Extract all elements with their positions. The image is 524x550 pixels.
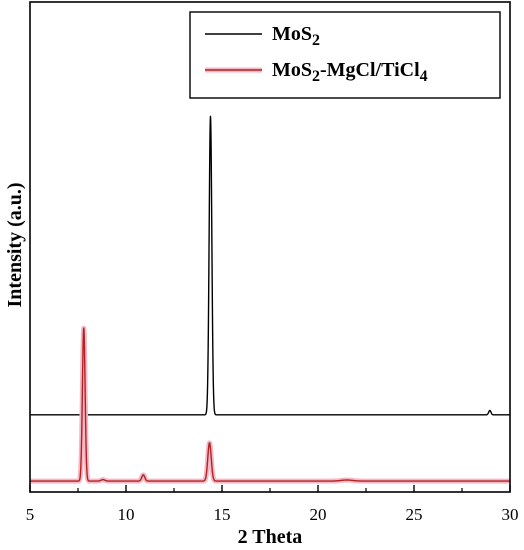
- x-tick-label: 15: [214, 505, 231, 524]
- legend-box: [189, 11, 501, 99]
- series-1-line: [29, 327, 511, 482]
- legend: MoS2 MoS2-MgCl/TiCl4: [189, 11, 501, 99]
- legend-label-0: MoS2: [272, 23, 320, 49]
- ticks-layer: 5 10 15 20 25 30: [26, 485, 519, 524]
- x-tick-label: 5: [26, 505, 35, 524]
- x-tick-label: 25: [406, 505, 423, 524]
- series-layer: [27, 115, 513, 484]
- y-axis-label: Intensity (a.u.): [4, 182, 26, 307]
- x-tick-label: 30: [502, 505, 519, 524]
- series-0-line: [29, 115, 511, 416]
- x-axis-label: 2 Theta: [238, 526, 303, 548]
- series-1-highlight: [27, 325, 513, 484]
- x-tick-label: 20: [310, 505, 327, 524]
- legend-label-1: MoS2-MgCl/TiCl4: [272, 59, 428, 85]
- x-tick-label: 10: [118, 505, 135, 524]
